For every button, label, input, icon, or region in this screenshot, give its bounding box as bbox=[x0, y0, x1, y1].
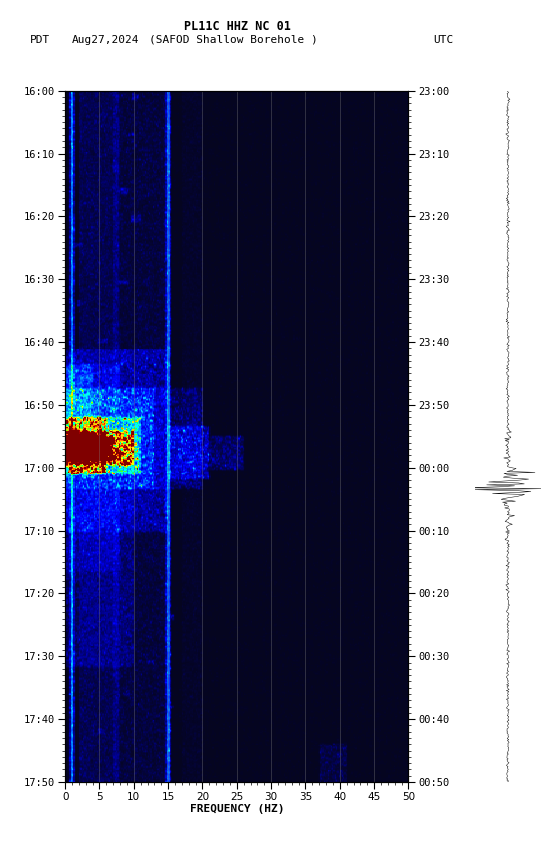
Text: UTC: UTC bbox=[433, 35, 454, 45]
Text: (SAFOD Shallow Borehole ): (SAFOD Shallow Borehole ) bbox=[149, 35, 318, 45]
Text: Aug27,2024: Aug27,2024 bbox=[72, 35, 139, 45]
Text: PL11C HHZ NC 01: PL11C HHZ NC 01 bbox=[184, 20, 291, 33]
X-axis label: FREQUENCY (HZ): FREQUENCY (HZ) bbox=[189, 804, 284, 815]
Text: PDT: PDT bbox=[30, 35, 51, 45]
